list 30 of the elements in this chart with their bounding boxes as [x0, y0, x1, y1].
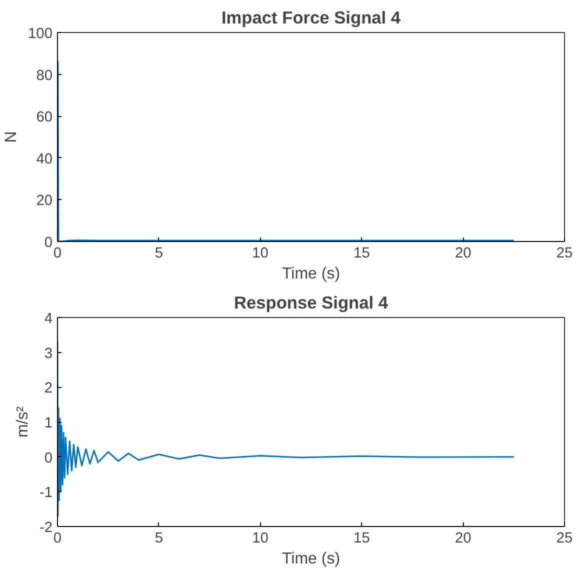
x-tick-label: 25 — [556, 246, 573, 262]
x-tick-label: 20 — [454, 246, 472, 262]
line-series — [58, 61, 515, 242]
chart-title: Impact Force Signal 4 — [221, 8, 401, 28]
y-tick-label: 3 — [44, 346, 53, 362]
x-tick-label: 25 — [556, 530, 573, 546]
y-tick-label: 0 — [44, 235, 53, 251]
y-axis-title: m/s² — [14, 406, 32, 438]
y-tick-label: 1 — [44, 416, 53, 432]
y-tick-label: -1 — [39, 485, 53, 502]
x-axis-title: Time (s) — [282, 550, 340, 568]
x-tick-label: 20 — [454, 530, 472, 546]
y-tick-label: 0 — [44, 450, 53, 466]
x-tick-label: 5 — [154, 246, 163, 262]
y-tick-label: 40 — [36, 151, 53, 168]
chart-title: Response Signal 4 — [234, 292, 388, 312]
x-tick-label: 15 — [354, 246, 370, 262]
x-tick-label: 10 — [252, 246, 268, 262]
y-tick-label: 100 — [28, 26, 53, 42]
x-tick-label: 15 — [354, 530, 370, 546]
y-axis-title: N — [3, 131, 20, 143]
x-tick-label: 5 — [154, 530, 163, 546]
x-tick-label: 10 — [252, 530, 268, 546]
y-tick-label: 60 — [36, 110, 53, 126]
y-tick-label: 4 — [44, 311, 53, 327]
y-tick-label: 80 — [36, 68, 53, 84]
y-tick-label: 2 — [44, 380, 53, 397]
y-tick-label: -2 — [39, 520, 53, 536]
y-tick-label: 20 — [36, 193, 53, 210]
x-axis-title: Time (s) — [282, 266, 340, 282]
